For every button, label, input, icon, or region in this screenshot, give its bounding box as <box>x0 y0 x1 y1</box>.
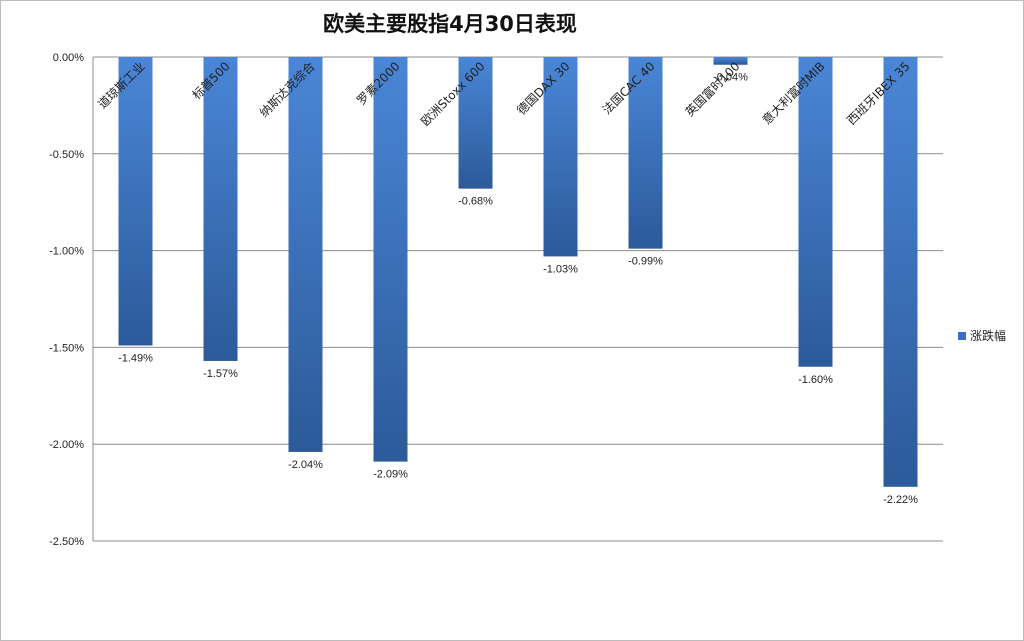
bar <box>458 57 493 189</box>
bar <box>118 57 153 346</box>
legend: 涨跌幅 <box>958 327 1006 344</box>
y-axis-ticks: 0.00% -0.50% -1.00% -1.50% -2.00% -2.50% <box>49 52 84 548</box>
y-tick-label: 0.00% <box>53 52 84 64</box>
value-label: -1.49% <box>118 352 153 364</box>
y-tick-label: -1.50% <box>49 342 84 354</box>
bar <box>628 57 663 249</box>
value-label: -2.04% <box>288 459 323 471</box>
bar <box>713 57 748 65</box>
y-tick-label: -2.50% <box>49 536 84 548</box>
value-label: -2.09% <box>373 469 408 481</box>
value-label: -1.03% <box>543 263 578 275</box>
bar <box>373 57 408 462</box>
value-label: -0.68% <box>458 196 493 208</box>
chart-title: 欧美主要股指4月30日表现 <box>323 12 577 36</box>
legend-label: 涨跌幅 <box>970 329 1007 343</box>
y-tick-label: -0.50% <box>49 149 84 161</box>
y-tick-label: -2.00% <box>49 439 84 451</box>
bars <box>118 57 918 487</box>
value-label: -2.22% <box>883 494 918 506</box>
value-label: -0.04% <box>713 72 748 84</box>
bar <box>883 57 918 487</box>
bar <box>543 57 578 257</box>
value-label: -1.57% <box>203 368 238 380</box>
value-labels: -1.49% -1.57% -2.04% -2.09% -0.68% -1.03% -0.9… <box>118 72 918 506</box>
bar <box>798 57 833 367</box>
value-label: -0.99% <box>628 256 663 268</box>
category-label: 英国富时100 <box>682 59 743 120</box>
bar <box>288 57 323 452</box>
legend-swatch <box>958 331 966 340</box>
y-tick-label: -1.00% <box>49 246 84 258</box>
value-label: -1.60% <box>798 374 833 386</box>
bar <box>203 57 238 361</box>
